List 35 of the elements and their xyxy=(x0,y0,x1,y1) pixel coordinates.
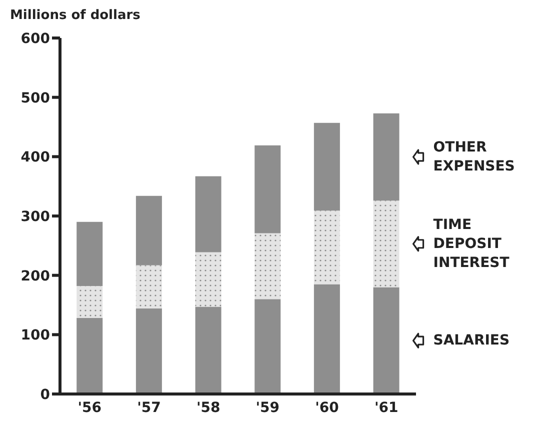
y-tick-label: 500 xyxy=(20,90,50,106)
text: OTHER EXPENSES xyxy=(433,139,515,174)
bar xyxy=(373,200,400,288)
bar xyxy=(254,233,281,300)
x-tick-label: '56 xyxy=(78,400,102,416)
bar xyxy=(314,210,340,284)
y-tick-label: 0 xyxy=(40,386,50,403)
y-axis-title: Millions of dollars xyxy=(10,8,140,23)
y-tick-label: 200 xyxy=(20,268,50,284)
bar xyxy=(314,284,340,394)
bar xyxy=(136,265,162,309)
bar xyxy=(254,299,281,394)
y-tick-label: 100 xyxy=(20,328,50,344)
bar xyxy=(314,122,340,211)
y-tick-label: 400 xyxy=(20,150,50,166)
bar xyxy=(195,252,222,307)
bar xyxy=(76,286,103,318)
text: TIME DEPOSIT INTEREST xyxy=(433,216,510,271)
x-tick-label: '57 xyxy=(137,400,161,416)
bar xyxy=(195,306,222,394)
x-tick-label: '61 xyxy=(374,400,398,416)
bar xyxy=(76,222,103,286)
text: SALARIES xyxy=(433,332,510,349)
y-tick-label: 600 xyxy=(20,30,50,47)
y-tick-label: 300 xyxy=(20,208,50,225)
bar xyxy=(373,287,400,394)
bar xyxy=(76,318,103,394)
x-tick-label: '59 xyxy=(256,400,280,416)
bar xyxy=(373,113,400,201)
x-tick-label: '60 xyxy=(315,400,340,416)
bar xyxy=(195,176,222,252)
bar xyxy=(136,196,162,266)
bar xyxy=(136,308,162,394)
x-tick-label: '58 xyxy=(196,400,220,416)
bar xyxy=(254,145,281,234)
